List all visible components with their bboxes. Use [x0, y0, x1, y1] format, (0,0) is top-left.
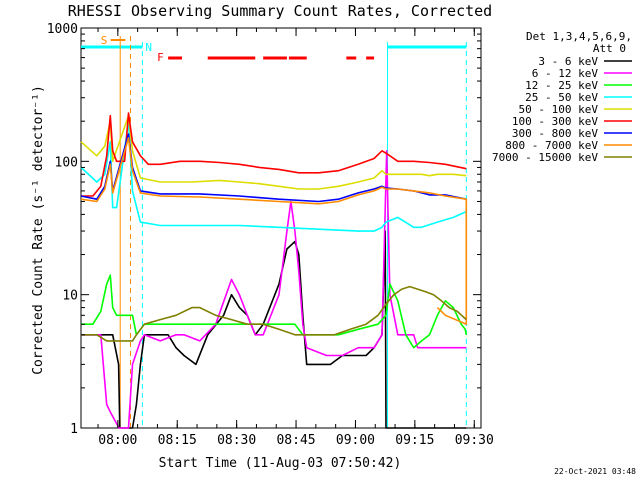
- legend-label-3: 25 - 50 keV: [525, 91, 598, 104]
- legend-label-4: 50 - 100 keV: [519, 103, 599, 116]
- series-layer: [80, 112, 468, 429]
- x-tick-label-6: 09:30: [455, 433, 494, 448]
- series-line-1: [81, 150, 467, 429]
- saa-label: S: [101, 34, 108, 47]
- y-axis-label: Corrected Count Rate (s⁻¹ detector⁻¹): [31, 85, 46, 375]
- y-tick-label-1: 10: [62, 289, 78, 304]
- series-line-3: [80, 120, 467, 232]
- series-line-7: [80, 137, 468, 326]
- y-tick-label-0: 1: [70, 422, 78, 437]
- legend-label-5: 100 - 300 keV: [512, 115, 598, 128]
- x-tick-label-3: 08:45: [276, 433, 315, 448]
- x-tick-label-0: 08:00: [98, 433, 137, 448]
- series-line-8: [81, 285, 467, 342]
- y-tick-label-3: 1000: [47, 22, 78, 37]
- legend-label-0: 3 - 6 keV: [538, 55, 598, 68]
- footer-date: 22-Oct-2021 03:48: [554, 467, 636, 476]
- series-line-4: [80, 114, 467, 190]
- legend-label-7: 800 - 7000 keV: [505, 139, 598, 152]
- legend-label-8: 7000 - 15000 keV: [492, 151, 598, 164]
- x-tick-label-5: 09:15: [395, 433, 434, 448]
- legend-header-line1: Det 1,3,4,5,6,9,: [526, 30, 632, 43]
- legend-header-line2: Att 0: [593, 42, 626, 55]
- axes-layer: 1 10 100 1000 08:00 08:15 08:30 08:45 09:00 09:15…: [47, 22, 494, 448]
- legend-label-2: 12 - 25 keV: [525, 79, 598, 92]
- x-tick-label-2: 08:30: [217, 433, 256, 448]
- series-line-2: [81, 274, 468, 349]
- x-tick-label-1: 08:15: [158, 433, 197, 448]
- legend-label-6: 300 - 800 keV: [512, 127, 598, 140]
- x-tick-label-4: 09:00: [336, 433, 375, 448]
- series-line-5: [81, 112, 467, 197]
- night-label: N: [145, 41, 152, 54]
- plot-frame: [80, 27, 482, 429]
- y-tick-label-2: 100: [55, 155, 78, 170]
- x-axis-label: Start Time (11-Aug-03 07:50:42): [159, 456, 402, 471]
- chart-title: RHESSI Observing Summary Count Rates, Co…: [68, 2, 492, 20]
- legend-label-1: 6 - 12 keV: [532, 67, 599, 80]
- flare-label: F: [157, 51, 164, 64]
